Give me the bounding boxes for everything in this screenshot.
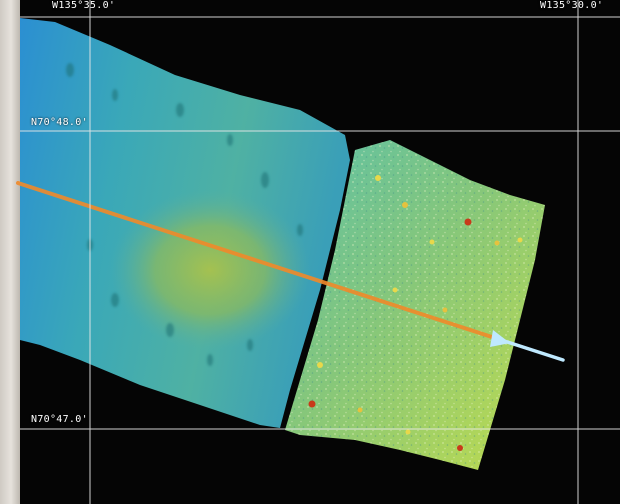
scanned-page-edge — [0, 0, 20, 504]
coordinate-grid — [20, 0, 620, 504]
seafloor-pockmarks — [66, 63, 303, 366]
survey-track — [16, 181, 565, 362]
auv-survey-swath — [285, 140, 545, 470]
seep-mounds — [308, 175, 523, 451]
latitude-label-south: N70°47.0' — [31, 414, 88, 425]
track-arrowhead-icon — [490, 330, 510, 347]
regional-swath — [20, 18, 350, 428]
latitude-label-north: N70°48.0' — [31, 117, 88, 128]
longitude-label-west: W135°35.0' — [52, 0, 116, 11]
longitude-label-east: W135°30.0' — [540, 0, 604, 11]
